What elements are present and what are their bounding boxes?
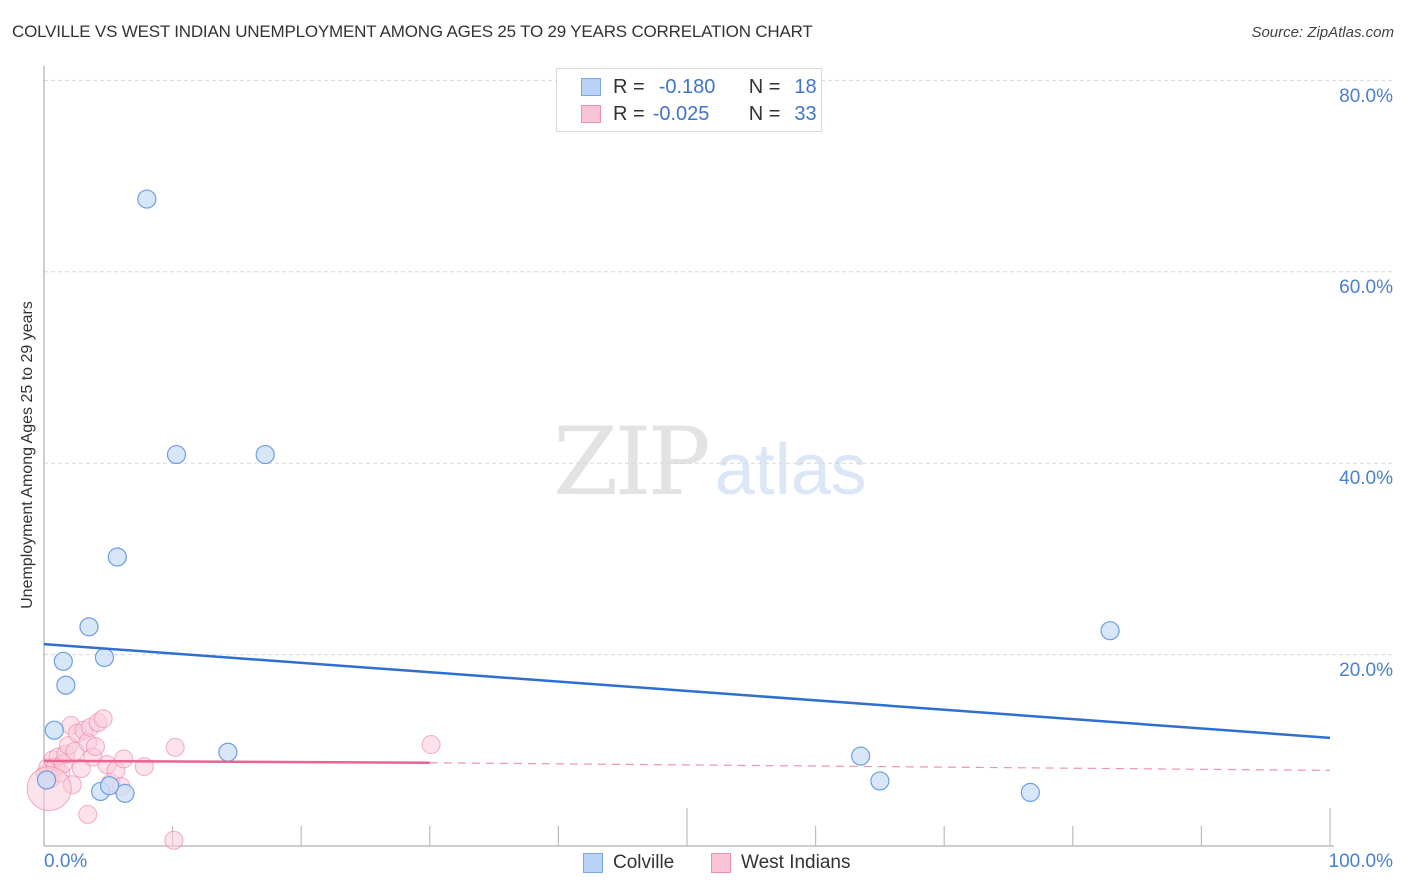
legend-label: Colville [613, 852, 675, 873]
west-indians-swatch [711, 853, 731, 873]
trend-lines [43, 642, 1331, 771]
legend-row-colville: R = -0.180 N = 18 [581, 75, 817, 99]
gridlines [44, 79, 1392, 656]
correlation-legend: R = -0.180 N = 18 R = -0.025 N = 33 [556, 68, 822, 132]
y-tick-40: 40.0% [1339, 468, 1393, 489]
bottom-legend-west-indians[interactable]: West Indians [711, 852, 850, 874]
west-indians-swatch [581, 105, 601, 123]
bottom-legend-colville[interactable]: Colville [583, 852, 674, 874]
r-value: -0.025 [652, 102, 710, 125]
axes [43, 66, 1334, 847]
x-tick-min: 0.0% [44, 851, 88, 872]
y-tick-60: 60.0% [1339, 277, 1393, 298]
legend-label: West Indians [741, 852, 851, 873]
n-label: N = [748, 75, 781, 98]
n-value: 18 [794, 75, 817, 98]
n-label: N = [748, 102, 781, 125]
r-label: R = [613, 75, 645, 98]
r-label: R = [613, 102, 645, 125]
x-tick-max: 100.0% [1328, 851, 1393, 872]
chart-title: COLVILLE VS WEST INDIAN UNEMPLOYMENT AMO… [12, 22, 813, 41]
colville-swatch [583, 853, 603, 873]
y-tick-20: 20.0% [1339, 660, 1393, 681]
source-credit: Source: ZipAtlas.com [1251, 24, 1394, 41]
n-value: 33 [794, 102, 817, 125]
west-indians-points [26, 709, 441, 850]
y-axis-label: Unemployment Among Ages 25 to 29 years [19, 301, 36, 609]
colville-swatch [581, 78, 601, 96]
r-value: -0.180 [658, 75, 716, 98]
legend-row-west-indians: R = -0.025 N = 33 [581, 102, 817, 126]
y-tick-80: 80.0% [1339, 86, 1393, 107]
colville-points [36, 189, 1120, 803]
